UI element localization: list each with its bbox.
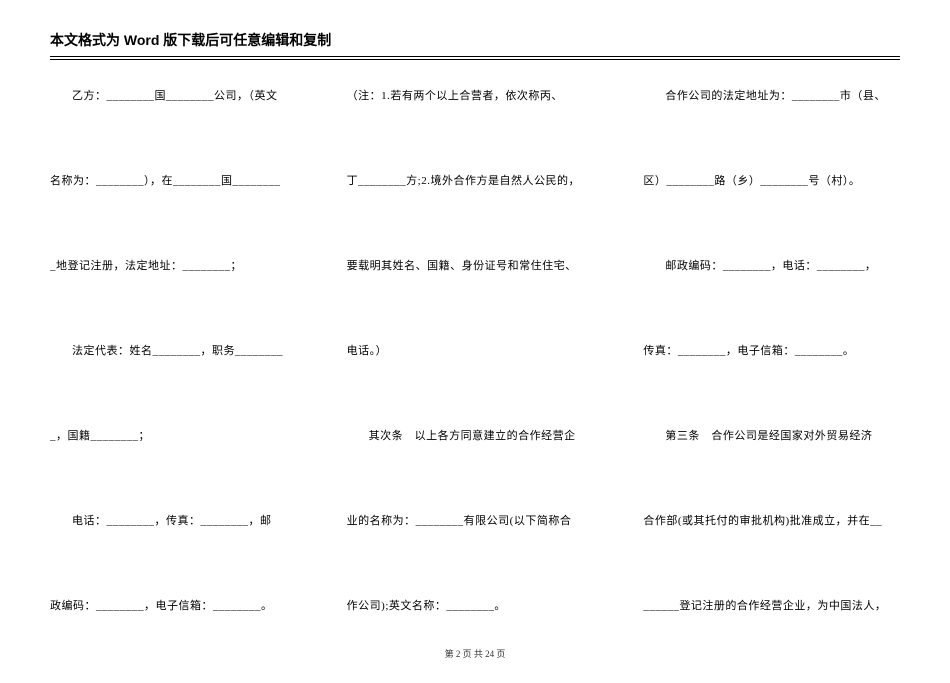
text-line: 法定代表：姓名________，职务________ [50, 343, 283, 360]
page-header-title: 本文格式为 Word 版下载后可任意编辑和复制 [50, 30, 900, 56]
text-line: _地登记注册，法定地址：________； [50, 258, 242, 275]
text-line: 其次条 以上各方同意建立的合作经营企 [347, 428, 576, 445]
header-rule [50, 56, 900, 60]
text-line: 要载明其姓名、国籍、身份证号和常住住宅、 [347, 258, 577, 275]
text-line: 邮政编码：________，电话：________， [643, 258, 876, 275]
column-3: 合作公司的法定地址为：________市（县、 区）________路（乡）__… [643, 88, 900, 683]
text-line: ______登记注册的合作经营企业，为中国法人， [643, 598, 886, 615]
text-line: 政编码：________，电子信箱：________。 [50, 598, 273, 615]
text-line: 传真：________，电子信箱：________。 [643, 343, 854, 360]
column-2: （注：1.若有两个以上合营者，依次称丙、 丁________方;2.境外合作方是… [347, 88, 604, 683]
text-line: 丁________方;2.境外合作方是自然人公民的， [347, 173, 580, 190]
text-line: _，国籍________； [50, 428, 150, 445]
text-line: 乙方：________国________公司，（英文 [50, 88, 278, 105]
text-line: （注：1.若有两个以上合营者，依次称丙、 [347, 88, 563, 105]
text-line: 电话：________，传真：________，邮 [50, 513, 272, 530]
text-line: 名称为：________），在________国________ [50, 173, 281, 190]
page-footer: 第 2 页 共 24 页 [0, 647, 950, 660]
text-line: 合作公司的法定地址为：________市（县、 [643, 88, 886, 105]
text-line: 业的名称为：________有限公司(以下简称合 [347, 513, 572, 530]
text-line: 合作部(或其托付的审批机构)批准成立，并在__ [643, 513, 882, 530]
document-page: 本文格式为 Word 版下载后可任意编辑和复制 乙方：________国____… [0, 0, 950, 672]
column-1: 乙方：________国________公司，（英文 名称为：________）… [50, 88, 307, 683]
text-line: 作公司);英文名称：________。 [347, 598, 506, 615]
text-columns: 乙方：________国________公司，（英文 名称为：________）… [50, 88, 900, 683]
text-line: 第三条 合作公司是经国家对外贸易经济 [643, 428, 872, 445]
text-line: 电话。） [347, 343, 388, 360]
text-line: 区）________路（乡）________号（村）。 [643, 173, 860, 190]
